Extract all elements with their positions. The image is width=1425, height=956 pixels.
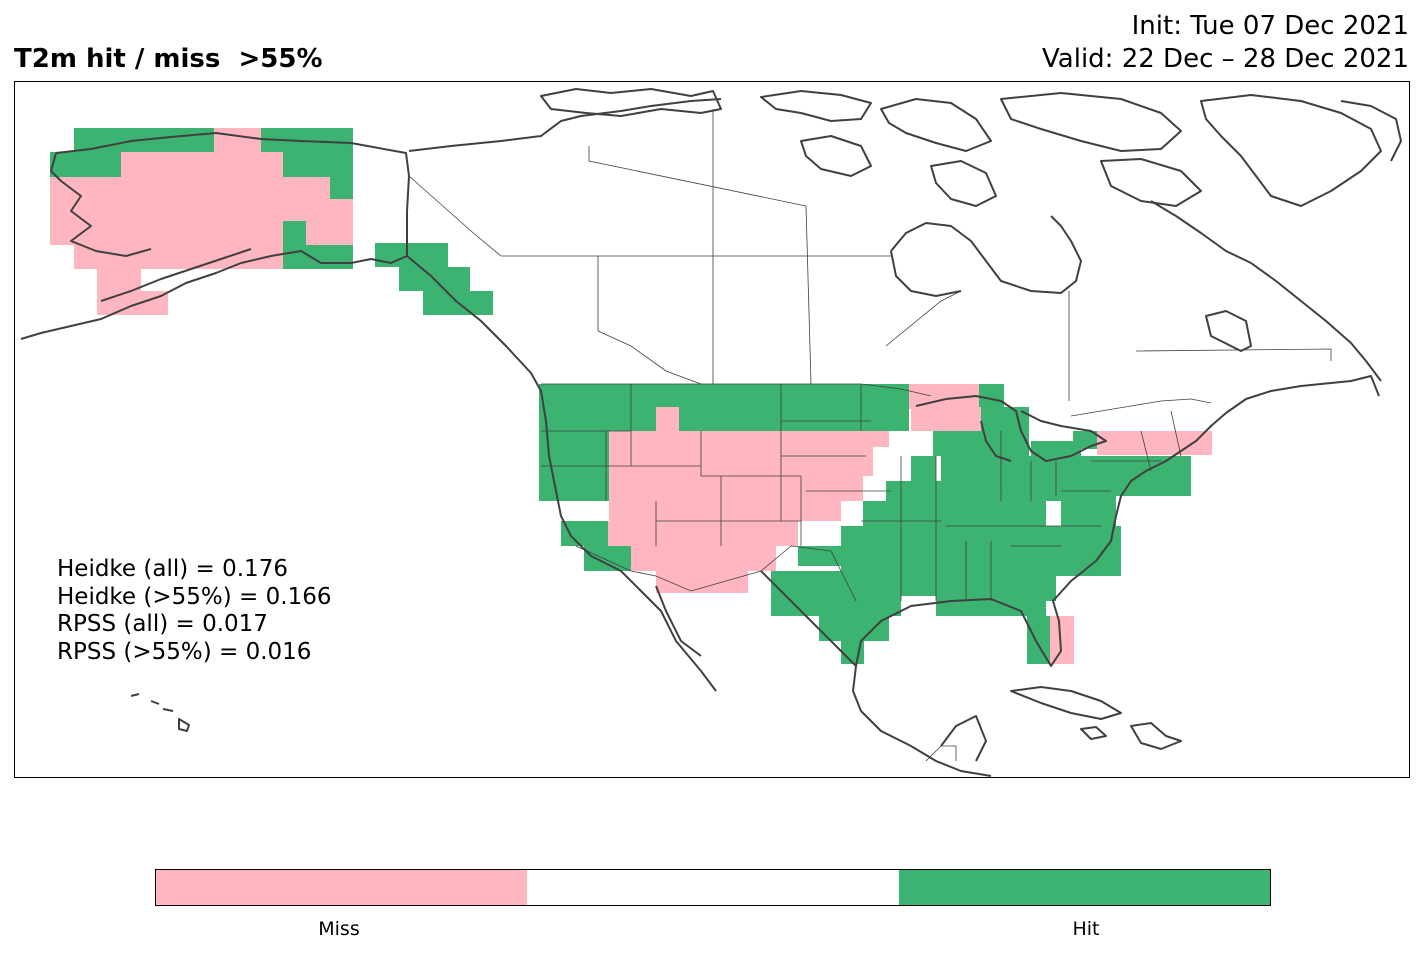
miss-cell [97,291,168,315]
hit-cell [1027,616,1050,664]
miss-cell [214,128,261,152]
colorbar-neutral [527,870,899,905]
hit-cell [561,521,608,546]
hit-cell [936,576,1056,601]
init-date: Init: Tue 07 Dec 2021 [1131,11,1409,41]
miss-cell [97,269,141,291]
legend-miss-label: Miss [318,918,360,940]
hit-cell [863,501,893,526]
hit-cell [841,526,1121,576]
hit-cell [330,177,353,199]
hit-cell [936,601,1046,616]
hit-cell [911,456,936,481]
miss-cell [50,199,353,221]
hit-cell [933,431,1029,456]
miss-cell [701,476,841,521]
miss-cell [608,521,798,546]
miss-cell [841,476,863,501]
heidke-all: Heidke (all) = 0.176 [57,556,288,582]
hit-cell [283,245,353,269]
hit-cell [283,221,306,245]
miss-cell [656,571,748,593]
rpss-55: RPSS (>55%) = 0.016 [57,638,312,665]
hit-cell [539,384,909,431]
miss-cell [50,177,330,199]
forecast-grid [50,128,1212,664]
hit-cell [539,466,609,501]
miss-cell [1050,616,1074,664]
heidke-55: Heidke (>55%) = 0.166 [57,583,332,610]
hit-cell [375,243,448,267]
hit-cell [50,152,121,177]
miss-cell [609,466,701,521]
miss-cell [609,431,701,466]
hit-cell [819,616,889,641]
borders [408,109,1332,762]
miss-cell [701,431,873,476]
hit-cell [798,546,841,566]
hit-cell [771,596,901,616]
miss-cell [873,431,889,447]
map-title: T2m hit / miss >55% [14,44,323,74]
colorbar-hit [898,870,1270,905]
legend-hit-label: Hit [1072,918,1100,940]
hit-cell [283,152,353,177]
verification-stats: Heidke (all) = 0.176 Heidke (>55%) = 0.1… [57,556,331,666]
colorbar-miss [156,870,528,905]
miss-cell [121,152,283,177]
hit-cell [584,546,631,571]
miss-cell [911,407,981,431]
miss-cell [74,245,283,269]
hit-cell [1061,496,1116,526]
hit-cell [771,571,936,596]
miss-cell [50,221,283,245]
map-panel [14,81,1410,778]
miss-cell [631,546,776,571]
miss-cell [306,221,353,245]
miss-cell [656,407,679,431]
map-canvas [20,88,1402,777]
valid-range: Valid: 22 Dec – 28 Dec 2021 [1042,44,1409,74]
date-info: Init: Tue 07 Dec 2021 Valid: 22 Dec – 28… [1042,10,1409,76]
colorbar [155,869,1271,906]
coastlines [20,88,1402,777]
rpss-all: RPSS (all) = 0.017 [57,611,268,637]
